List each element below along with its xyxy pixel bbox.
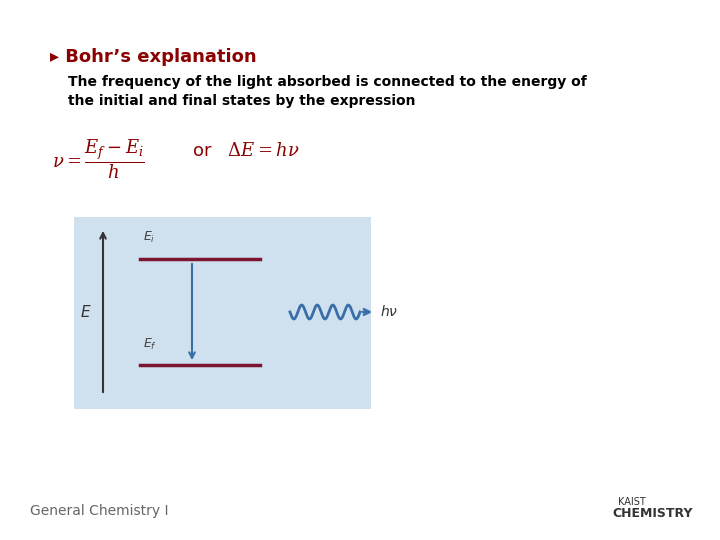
Text: $E$: $E$ bbox=[81, 304, 92, 320]
Text: or   $\Delta E = h\nu$: or $\Delta E = h\nu$ bbox=[192, 142, 300, 160]
Text: ▸ Bohr’s explanation: ▸ Bohr’s explanation bbox=[50, 48, 256, 66]
Text: $E_f$: $E_f$ bbox=[143, 337, 157, 352]
Text: $h\nu$: $h\nu$ bbox=[380, 305, 398, 320]
Text: General Chemistry I: General Chemistry I bbox=[30, 504, 168, 518]
Text: $\nu = \dfrac{E_f - E_i}{h}$: $\nu = \dfrac{E_f - E_i}{h}$ bbox=[52, 138, 145, 181]
Bar bbox=[74, 217, 371, 409]
Text: $E_i$: $E_i$ bbox=[143, 230, 156, 245]
Text: KAIST: KAIST bbox=[618, 497, 646, 507]
Text: CHEMISTRY: CHEMISTRY bbox=[612, 507, 693, 520]
Text: The frequency of the light absorbed is connected to the energy of
the initial an: The frequency of the light absorbed is c… bbox=[68, 75, 587, 109]
